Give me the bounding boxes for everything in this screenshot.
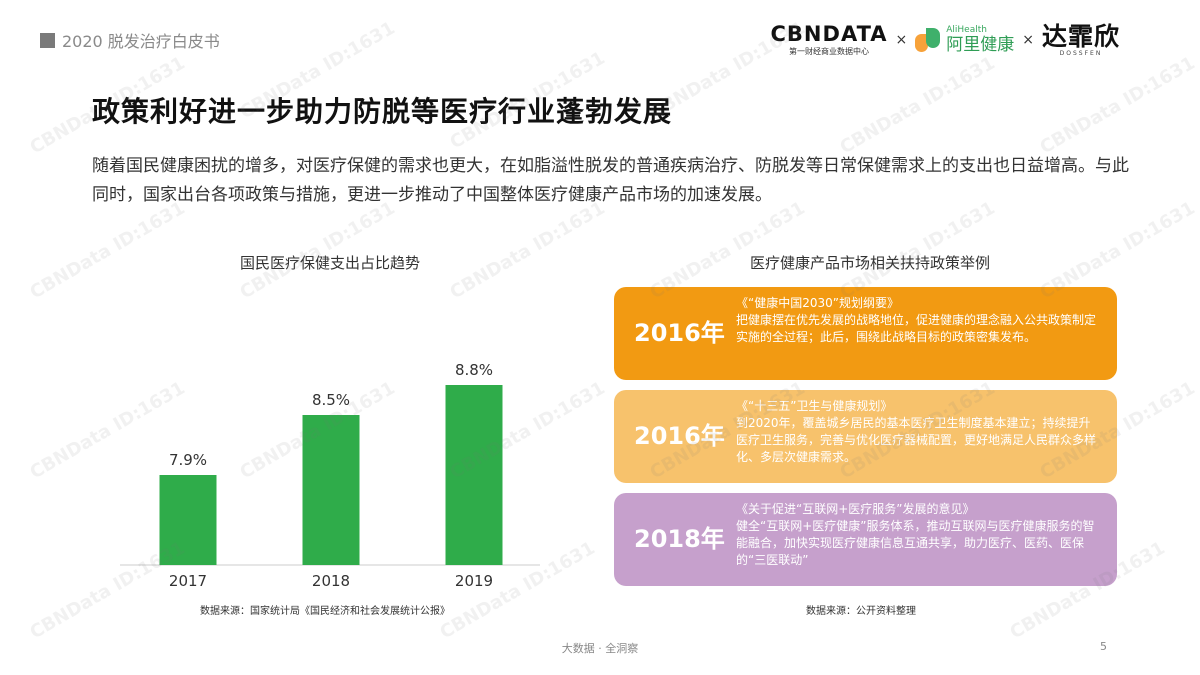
- logo-separator: ×: [895, 32, 908, 48]
- watermark: CBNData ID:1631: [236, 197, 399, 304]
- page-number: 5: [1100, 640, 1107, 653]
- alihealth-logo-cn: 阿里健康: [946, 35, 1015, 55]
- dossfen-logo-cn: 达霏欣: [1041, 21, 1120, 51]
- policy-description: 把健康摆在优先发展的战略地位，促进健康的理念融入公共政策制定实施的全过程；此后，…: [736, 313, 1097, 344]
- intro-paragraph: 随着国民健康困扰的增多，对医疗保健的需求也更大，在如脂溢性脱发的普通疾病治疗、防…: [92, 156, 1129, 205]
- policy-card-2016-health-china: 2016年 《“健康中国2030”规划纲要》 把健康摆在优先发展的战略地位，促进…: [614, 287, 1117, 380]
- watermark: CBNData ID:1631: [836, 52, 999, 159]
- policy-year: 2018年: [634, 525, 725, 553]
- bar-2019: [445, 385, 503, 565]
- partner-logos: CBNDATA 第一财经商业数据中心 × AliHealth 阿里健康 × 达霏…: [771, 20, 1120, 60]
- x-tick-label-2019: 2019: [455, 572, 493, 590]
- policy-year: 2016年: [634, 422, 725, 450]
- x-tick-label-2017: 2017: [169, 572, 207, 590]
- policy-name: 《“十三五”卫生与健康规划》: [736, 399, 893, 413]
- data-label-2018: 8.5%: [312, 391, 350, 409]
- policy-description: 到2020年，覆盖城乡居民的基本医疗卫生制度基本建立；持续提升医疗卫生服务，完善…: [736, 416, 1097, 464]
- policy-section-title: 医疗健康产品市场相关扶持政策举例: [749, 254, 990, 272]
- policy-card-2016-13th-five-year: 2016年 《“十三五”卫生与健康规划》 到2020年，覆盖城乡居民的基本医疗卫…: [614, 390, 1117, 483]
- data-label-2017: 7.9%: [169, 451, 207, 469]
- alihealth-logo-en: AliHealth: [946, 25, 987, 35]
- bar-2018: [302, 415, 360, 565]
- alihealth-mark-icon: [915, 28, 941, 52]
- policy-description: 健全“互联网+医疗健康”服务体系，推动互联网与医疗健康服务的智能融合，加快实现医…: [736, 519, 1095, 567]
- policy-year: 2016年: [634, 319, 725, 347]
- bar-chart: 7.9% 2017 8.5% 2018 8.8% 2019: [120, 361, 540, 590]
- policy-name: 《关于促进“互联网+医疗服务”发展的意见》: [736, 502, 975, 516]
- policy-source: 数据来源：公开资料整理: [806, 606, 916, 617]
- chart-title: 国民医疗保健支出占比趋势: [239, 254, 420, 272]
- dossfen-logo-sub: DOSSFEN: [1059, 49, 1103, 57]
- dossfen-logo: 达霏欣 DOSSFEN: [1042, 24, 1120, 57]
- page-title: 政策利好进一步助力防脱等医疗行业蓬勃发展: [92, 95, 673, 128]
- chart-source: 数据来源：国家统计局《国民经济和社会发展统计公报》: [200, 606, 450, 617]
- cbndata-logo-text: CBNDATA: [770, 22, 888, 46]
- x-tick-label-2018: 2018: [312, 572, 350, 590]
- footer-slogan: 大数据 · 全洞察: [561, 642, 639, 655]
- report-title: 2020 脱发治疗白皮书: [62, 32, 220, 51]
- cbndata-logo-subtext: 第一财经商业数据中心: [789, 47, 870, 56]
- cbndata-logo: CBNDATA 第一财经商业数据中心: [771, 24, 888, 56]
- policy-card-2018-internet-medical: 2018年 《关于促进“互联网+医疗服务”发展的意见》 健全“互联网+医疗健康”…: [614, 493, 1117, 586]
- bar-2017: [159, 475, 217, 565]
- policy-name: 《“健康中国2030”规划纲要》: [736, 296, 899, 310]
- watermark: CBNData ID:1631: [446, 197, 609, 304]
- alihealth-logo: AliHealth 阿里健康: [915, 26, 1014, 54]
- header-square-icon: [40, 33, 55, 48]
- watermark: CBNData ID:1631: [1036, 52, 1199, 159]
- watermark: CBNData ID:1631: [26, 197, 189, 304]
- data-label-2019: 8.8%: [455, 361, 493, 379]
- logo-separator: ×: [1022, 32, 1034, 48]
